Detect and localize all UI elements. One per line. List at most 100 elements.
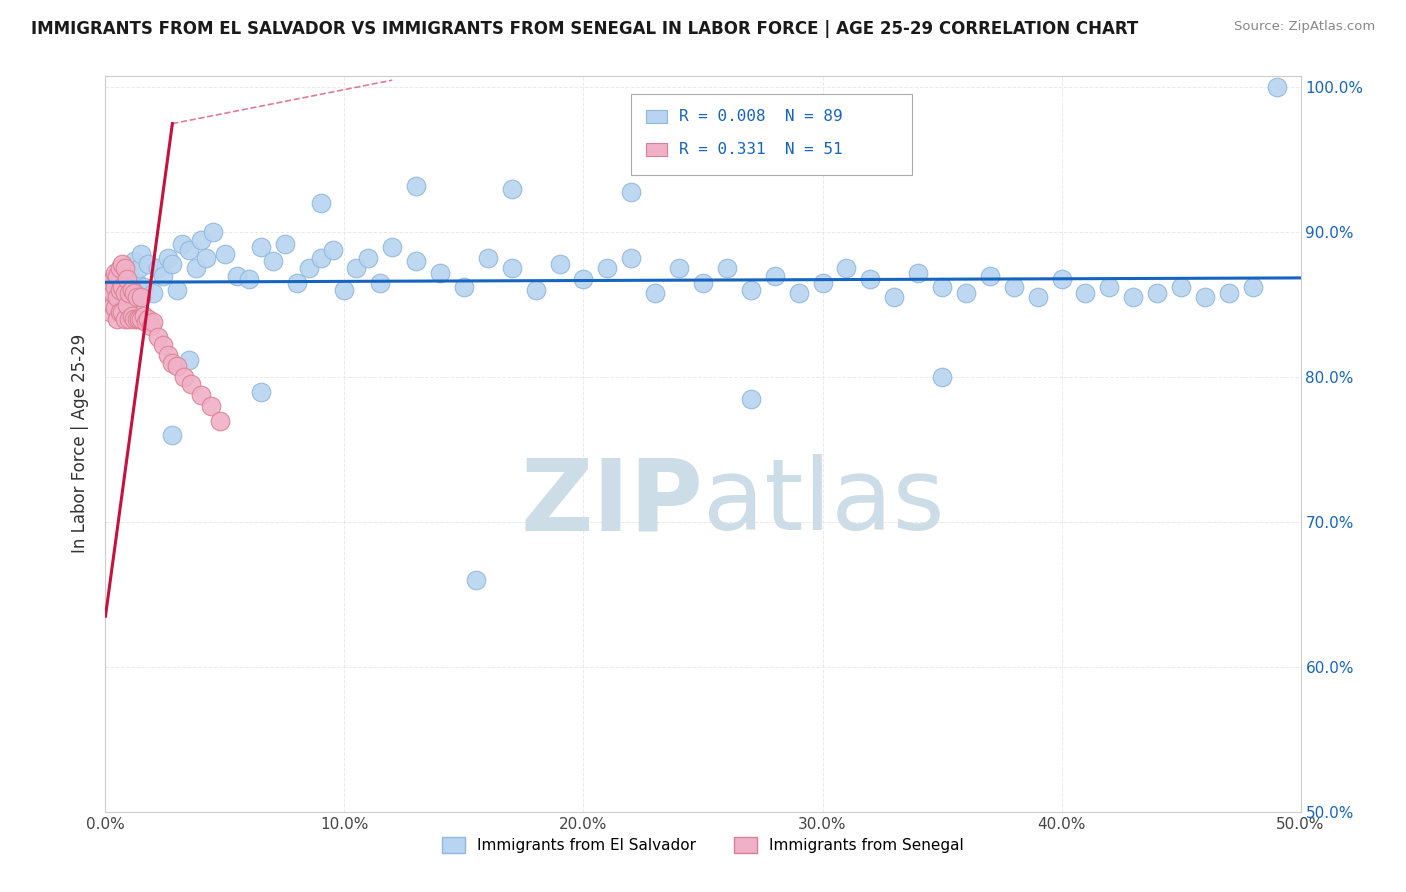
Point (138, 312, 160, 326)
Point (122, 254, 145, 268)
Point (98, 290, 121, 304)
Point (162, 257, 184, 271)
Point (156, 348, 179, 362)
Point (162, 356, 184, 370)
Point (1194, 290, 1216, 304)
Point (501, 261, 523, 276)
FancyBboxPatch shape (645, 143, 668, 156)
Point (1122, 290, 1144, 304)
Point (114, 312, 136, 326)
Point (368, 276, 391, 290)
Point (357, 252, 380, 266)
Point (125, 276, 148, 290)
Point (101, 298, 124, 312)
Point (139, 319, 162, 334)
Point (115, 271, 138, 285)
Point (135, 315, 157, 329)
Point (122, 312, 145, 326)
Point (186, 261, 208, 276)
Point (1002, 280, 1025, 294)
Point (170, 236, 193, 251)
Point (111, 286, 134, 301)
Point (405, 254, 427, 268)
Point (464, 573, 488, 587)
Point (835, 261, 858, 276)
Point (907, 266, 929, 280)
Point (811, 276, 834, 290)
Point (209, 414, 232, 428)
Point (177, 352, 201, 367)
Point (524, 283, 547, 297)
Text: R = 0.331  N = 51: R = 0.331 N = 51 (679, 142, 842, 157)
Point (453, 280, 475, 294)
Point (166, 359, 188, 373)
Point (125, 312, 148, 326)
Point (132, 310, 155, 324)
Point (1026, 290, 1049, 304)
Point (111, 257, 134, 271)
Point (190, 233, 212, 247)
Point (285, 276, 308, 290)
Point (107, 290, 129, 304)
Point (477, 252, 499, 266)
Point (250, 384, 273, 399)
Point (146, 329, 169, 343)
Point (548, 257, 571, 271)
Point (125, 290, 148, 304)
Point (214, 247, 236, 261)
Text: IMMIGRANTS FROM EL SALVADOR VS IMMIGRANTS FROM SENEGAL IN LABOR FORCE | AGE 25-2: IMMIGRANTS FROM EL SALVADOR VS IMMIGRANT… (31, 20, 1139, 37)
Point (128, 312, 150, 326)
Point (111, 305, 134, 319)
Point (405, 178, 427, 193)
FancyBboxPatch shape (631, 95, 912, 175)
Point (121, 310, 143, 324)
Point (238, 271, 260, 285)
Point (429, 266, 451, 280)
Point (200, 399, 222, 413)
Point (114, 261, 136, 276)
Text: Source: ZipAtlas.com: Source: ZipAtlas.com (1234, 20, 1375, 33)
Point (101, 294, 124, 309)
Point (620, 252, 643, 266)
Text: ZIP: ZIP (520, 454, 703, 551)
Point (1098, 280, 1121, 294)
Point (740, 392, 762, 406)
Point (122, 286, 145, 301)
Point (596, 261, 619, 276)
Point (142, 286, 165, 301)
FancyBboxPatch shape (645, 110, 668, 123)
Legend: Immigrants from El Salvador, Immigrants from Senegal: Immigrants from El Salvador, Immigrants … (436, 831, 970, 859)
Point (98, 305, 121, 319)
Point (333, 283, 356, 297)
Point (108, 261, 131, 276)
Point (262, 254, 284, 268)
Point (1146, 286, 1168, 301)
Point (716, 261, 738, 276)
Point (321, 243, 344, 257)
Point (1170, 280, 1192, 294)
Point (156, 252, 179, 266)
Point (979, 268, 1001, 283)
Point (298, 261, 321, 276)
Point (111, 280, 134, 294)
Point (121, 298, 143, 312)
Text: atlas: atlas (703, 454, 945, 551)
Point (101, 286, 124, 301)
Point (132, 280, 155, 294)
Point (108, 305, 131, 319)
Point (173, 370, 195, 384)
Point (108, 283, 131, 297)
Point (107, 301, 129, 315)
Point (114, 286, 136, 301)
Point (104, 266, 127, 280)
Point (152, 338, 174, 352)
Point (309, 252, 332, 266)
Point (692, 276, 714, 290)
Point (190, 387, 212, 401)
Point (309, 196, 332, 211)
Point (142, 315, 165, 329)
Point (118, 286, 141, 301)
Point (787, 286, 810, 301)
Point (114, 271, 136, 285)
Point (883, 290, 905, 304)
